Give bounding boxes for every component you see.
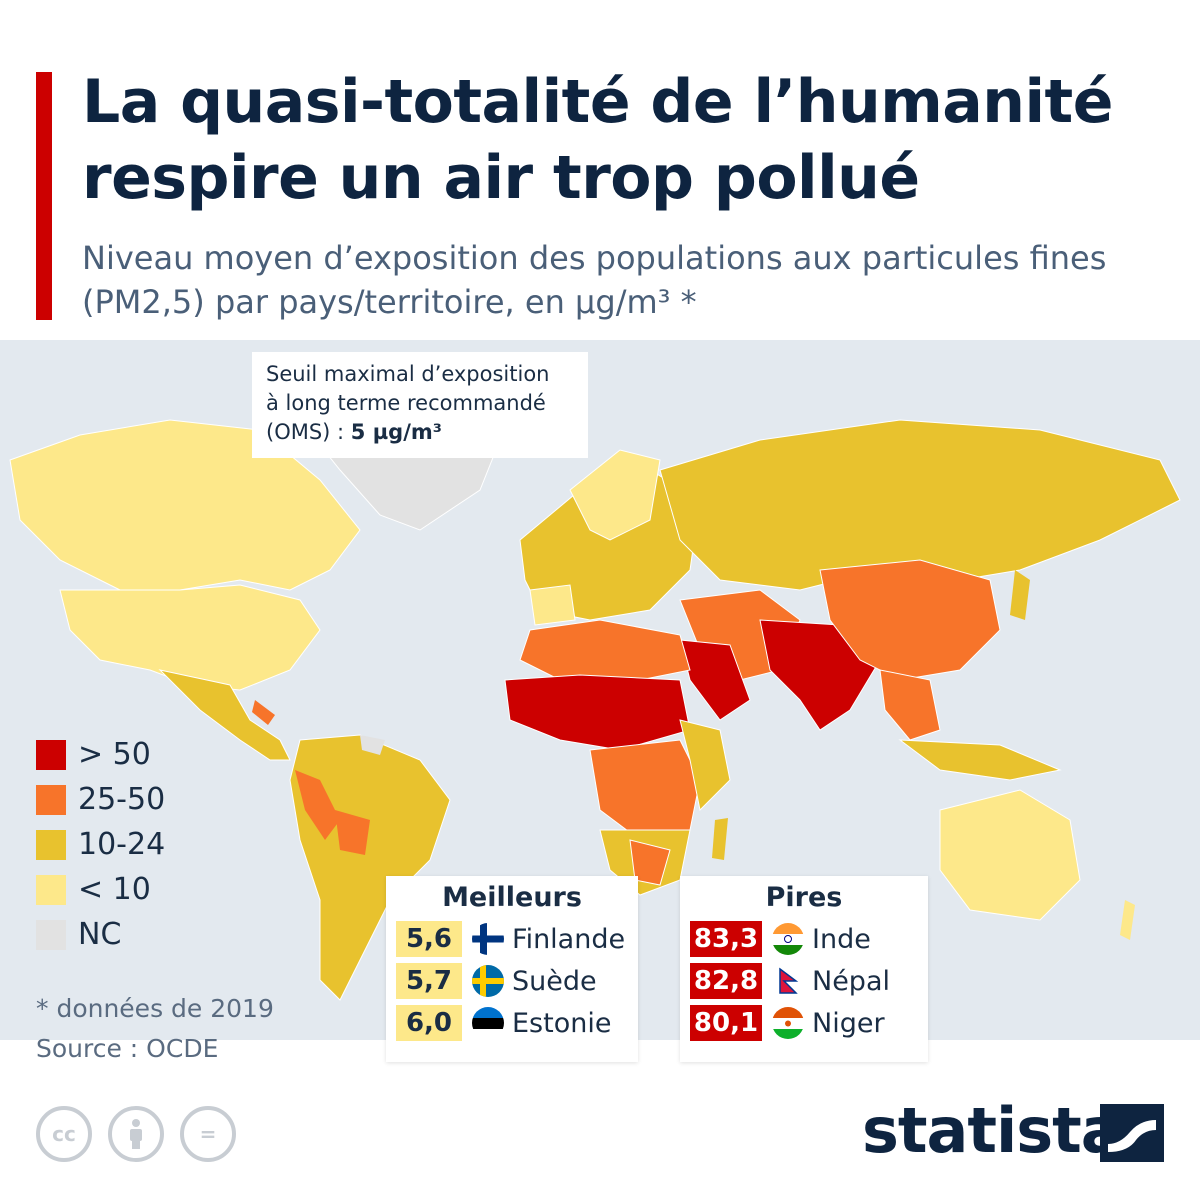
legend-swatch [36,919,66,950]
best-row: 5,7 Suède [386,960,638,1002]
legend-item-25-50: 25-50 [36,777,165,822]
region-bolivia [335,810,370,855]
nepal-flag-icon [772,965,804,997]
worst-value: 83,3 [690,921,762,957]
worst-country: Niger [812,1007,885,1039]
accent-bar [36,72,52,320]
niger-flag-icon [772,1007,804,1039]
worst-row: 80,1 Niger [680,1002,928,1044]
region-north-africa [519,619,691,681]
legend-label: < 10 [78,872,151,907]
legend-label: NC [78,917,122,952]
region-southeast-asia [879,669,941,741]
data-year-note: * données de 2019 [36,994,274,1023]
worst-value: 82,8 [690,963,762,999]
worst-panel: Pires 83,3 Inde 82,8 Népal 80,1 Niger [680,876,928,1062]
cc-icon[interactable]: cc [36,1106,92,1162]
region-saudi-arabia [679,639,751,721]
legend: > 50 25-50 10-24 < 10 NC [36,732,165,957]
legend-swatch [36,784,66,815]
worst-panel-title: Pires [765,882,843,913]
estonia-flag-icon [472,1007,504,1039]
region-east-africa [679,719,731,812]
region-russia [659,419,1181,591]
oms-threshold-annotation: Seuil maximal d’exposition à long terme … [252,352,588,458]
no-derivatives-icon[interactable]: = [180,1106,236,1162]
legend-label: 25-50 [78,782,166,817]
best-value: 5,7 [396,963,462,999]
legend-item-gt50: > 50 [36,732,165,777]
legend-item-nc: NC [36,912,165,957]
region-japan [1010,570,1030,620]
attribution-icon[interactable] [108,1106,164,1162]
legend-item-lt10: < 10 [36,867,165,912]
oms-threshold-value: 5 µg/m³ [350,420,442,444]
best-panel: Meilleurs 5,6 Finlande 5,7 Suède 6,0 Est… [386,876,638,1062]
page-subtitle: Niveau moyen d’exposition des population… [82,239,1107,321]
india-flag-icon [772,923,804,955]
region-mexico [158,669,291,761]
best-country: Finlande [512,923,626,955]
source-text: Source : OCDE [36,1034,219,1063]
statista-logo-text[interactable]: statista [862,1094,1123,1167]
region-iberia-north [529,584,576,626]
best-panel-title: Meilleurs [442,882,582,913]
oms-line-3: (OMS) : 5 µg/m³ [266,418,574,447]
region-sahel [504,674,691,751]
region-australia [939,789,1081,921]
worst-country: Inde [812,923,871,955]
best-country: Estonie [512,1007,612,1039]
region-china [819,559,1001,681]
oms-line-1: Seuil maximal d’exposition [266,362,550,386]
legend-swatch [36,874,66,905]
region-peru [295,770,340,840]
region-scandinavia [569,449,661,541]
sweden-flag-icon [472,965,504,997]
legend-item-10-24: 10-24 [36,822,165,867]
oms-line-3-prefix: (OMS) : [266,420,351,444]
region-usa [59,584,321,691]
worst-country: Népal [812,965,890,997]
region-indonesia [898,739,1062,781]
legend-swatch [36,739,66,770]
region-guianas [360,735,385,755]
region-south-africa [629,839,671,886]
oms-line-2: à long terme recommandé [266,391,546,415]
statista-logo-icon[interactable] [1100,1104,1164,1162]
best-value: 6,0 [396,1005,462,1041]
legend-swatch [36,829,66,860]
region-new-zealand [1120,900,1135,940]
region-central-america-hotspot [252,700,275,725]
page-title: La quasi-totalité de l’humanité respire … [82,67,1113,213]
best-country: Suède [512,965,597,997]
worst-row: 83,3 Inde [680,918,928,960]
region-north-america-north [9,419,361,591]
worst-value: 80,1 [690,1005,762,1041]
finland-flag-icon [472,923,504,955]
best-row: 6,0 Estonie [386,1002,638,1044]
worst-row: 82,8 Népal [680,960,928,1002]
license-icons: cc = [36,1106,236,1162]
legend-label: 10-24 [78,827,166,862]
best-value: 5,6 [396,921,462,957]
region-madagascar [712,818,728,860]
legend-label: > 50 [78,737,151,772]
best-row: 5,6 Finlande [386,918,638,960]
